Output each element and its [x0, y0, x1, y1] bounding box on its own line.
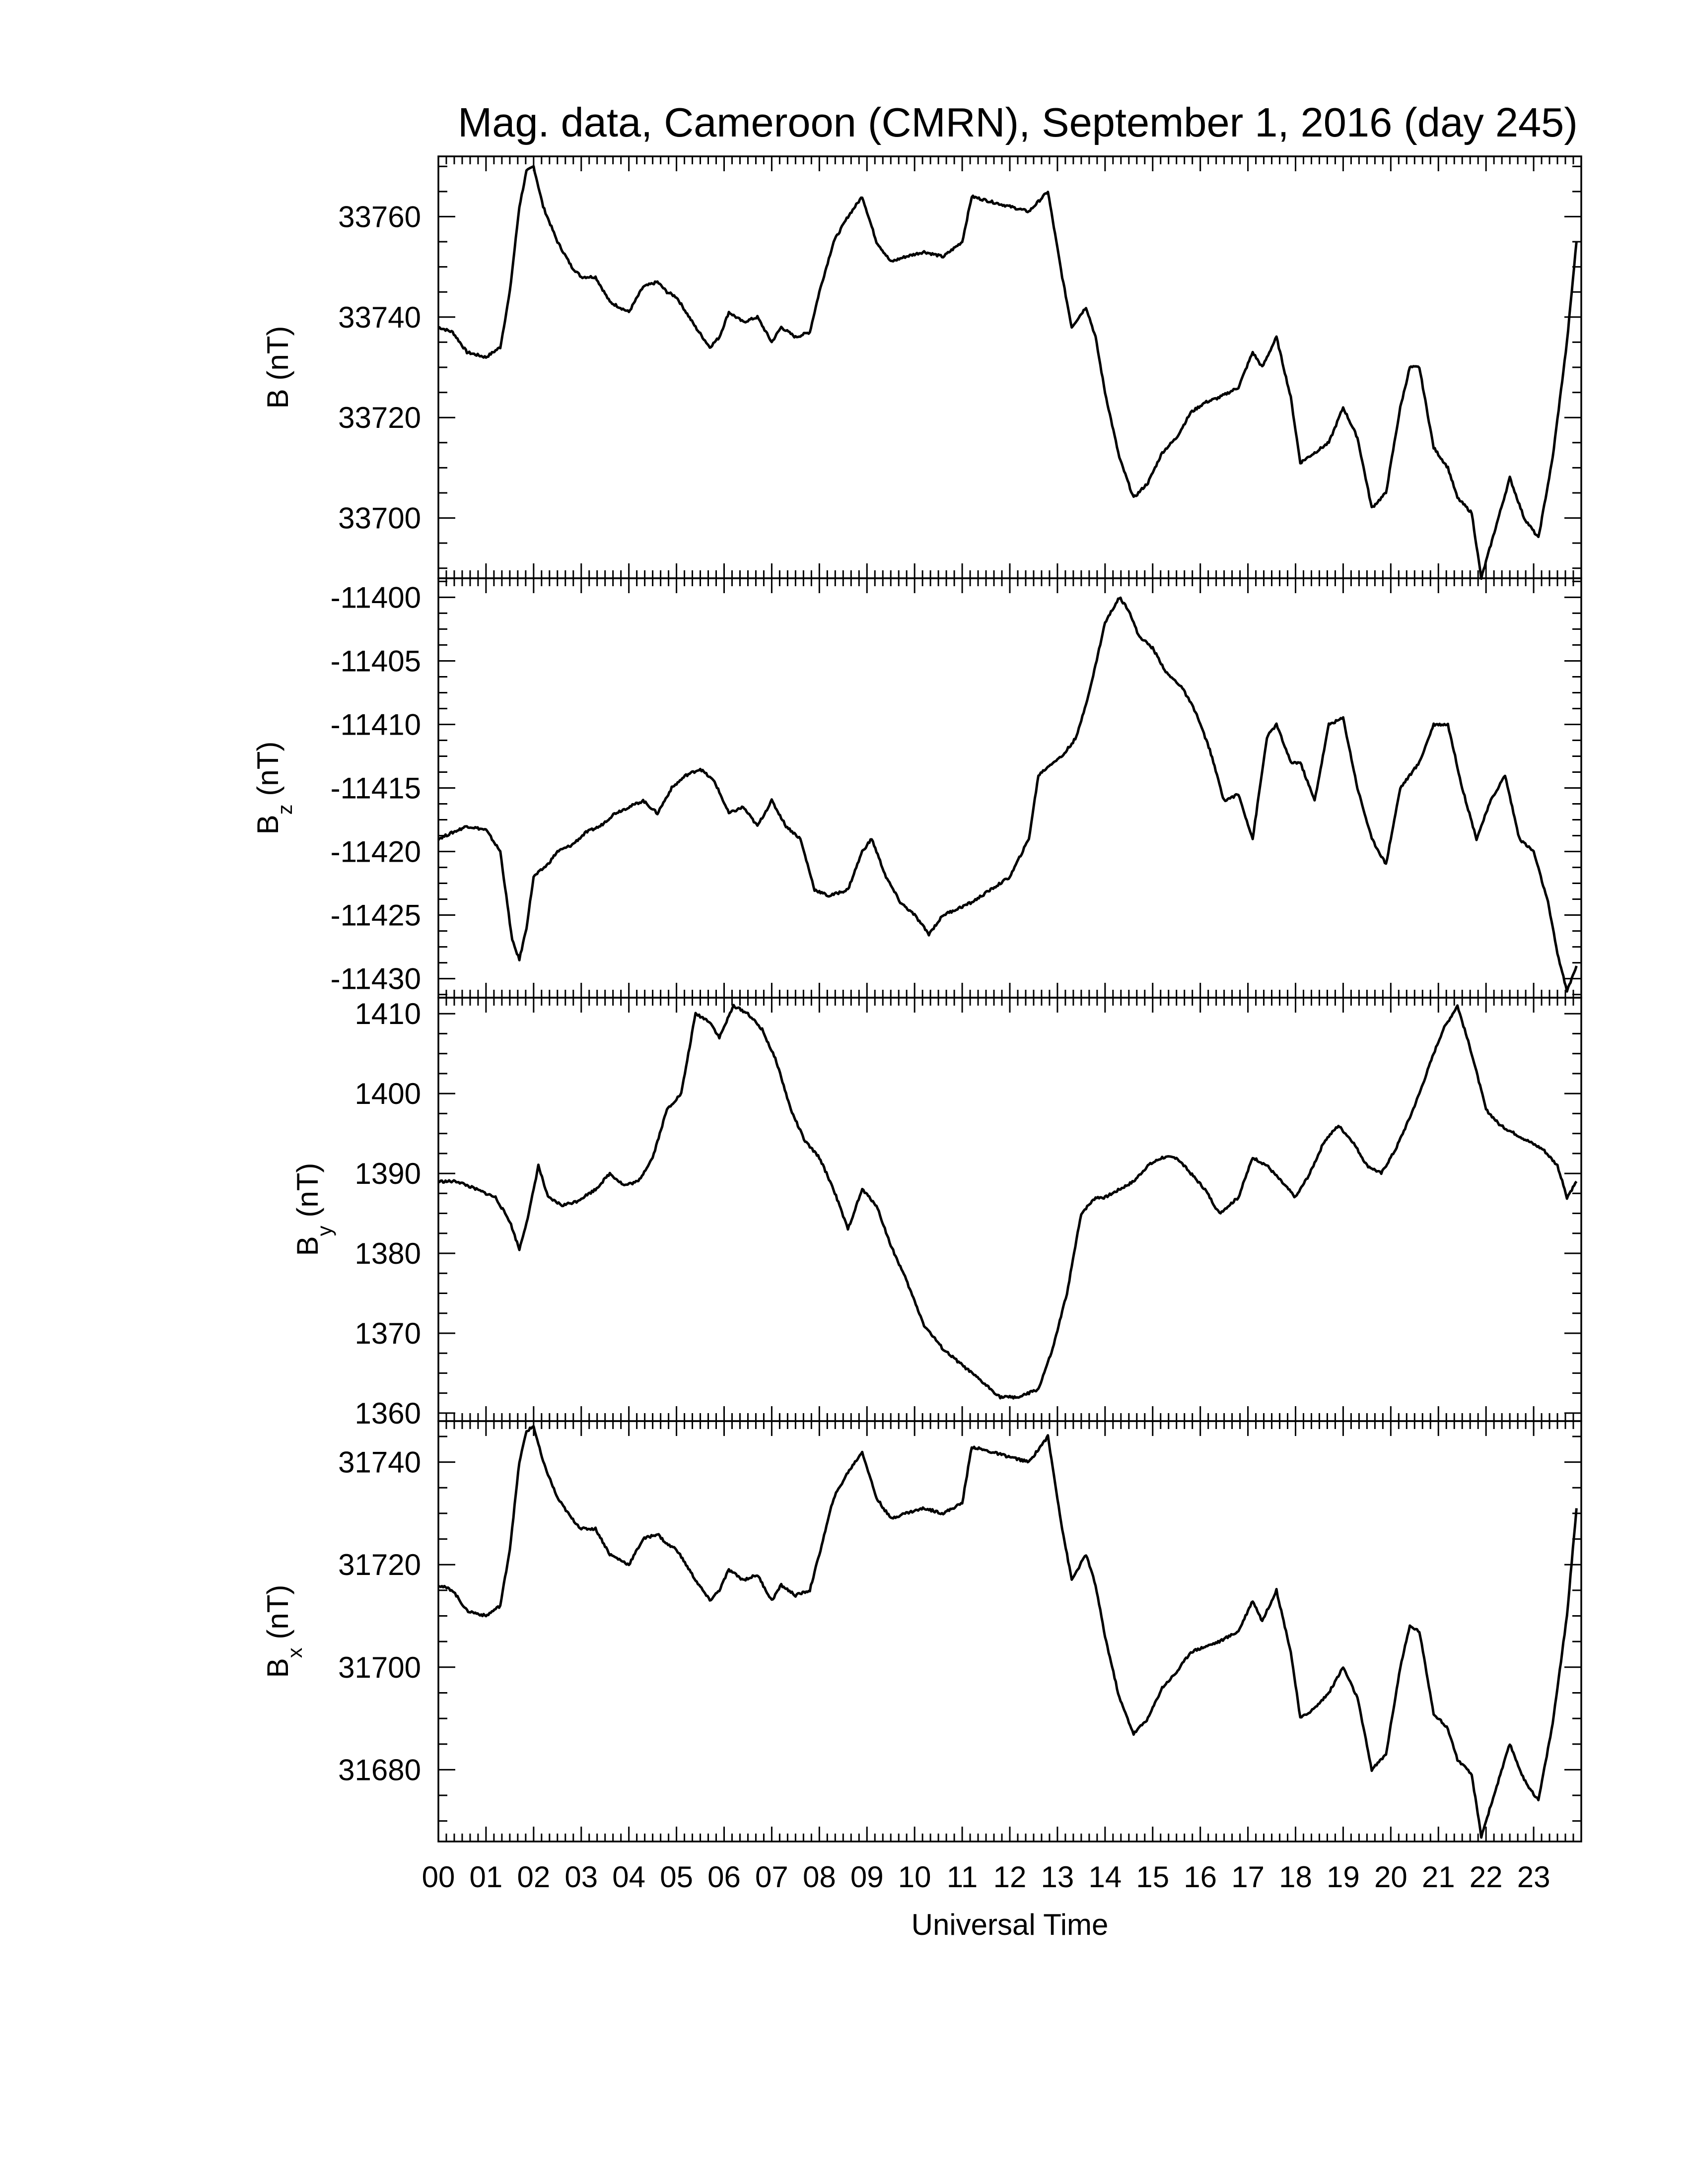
- y-tick-label: 33720: [338, 401, 421, 434]
- x-tick-label: 00: [422, 1860, 455, 1894]
- series-line: [437, 596, 1578, 993]
- panel-b-x: 31680 31700 31720 31740 Bx (nT): [261, 1420, 1582, 1843]
- figure-title: Mag. data, Cameroon (CMRN), September 1,…: [458, 99, 1578, 145]
- x-tick-label: 02: [517, 1860, 550, 1894]
- y-tick-label: 1360: [355, 1397, 421, 1430]
- plot-frame: [437, 577, 1582, 999]
- plot-frame: [437, 997, 1582, 1422]
- y-axis-label: B (nT): [261, 326, 294, 409]
- x-tick-label: 13: [1041, 1860, 1074, 1894]
- y-tick-label: 33760: [338, 200, 421, 233]
- y-tick-label: 1390: [355, 1157, 421, 1190]
- series-line: [437, 1004, 1578, 1400]
- x-tick-label: 18: [1279, 1860, 1312, 1894]
- y-tick-label: -11400: [331, 581, 421, 614]
- panel-b-z: -11400 -11405 -11410 -11415 -11420 -11425 -114…: [251, 577, 1582, 999]
- panel-b-y: 1360 1370 1380 1390 1400 1410 By (nT): [291, 997, 1582, 1430]
- x-tick-label: 14: [1088, 1860, 1122, 1894]
- y-tick-label: 1380: [355, 1237, 421, 1270]
- y-axis-label: Bz (nT): [251, 742, 296, 835]
- x-tick-label: 16: [1184, 1860, 1217, 1894]
- y-tick-label: -11420: [331, 835, 421, 869]
- y-tick-label: 31680: [338, 1753, 421, 1786]
- y-tick-label: 1400: [355, 1077, 421, 1110]
- y-tick-label: -11410: [331, 708, 421, 741]
- y-axis-label: Bx (nT): [261, 1585, 306, 1678]
- y-tick-label: 31720: [338, 1548, 421, 1581]
- x-tick-label: 22: [1470, 1860, 1503, 1894]
- x-tick-label: 06: [707, 1860, 741, 1894]
- y-tick-label: 1370: [355, 1317, 421, 1350]
- x-tick-label: 09: [850, 1860, 884, 1894]
- series-line: [438, 165, 1578, 580]
- x-tick-label: 20: [1374, 1860, 1407, 1894]
- y-tick-label: -11425: [331, 899, 421, 932]
- y-tick-label: -11430: [331, 962, 421, 996]
- x-tick-label: 23: [1517, 1860, 1550, 1894]
- x-tick-label: 08: [803, 1860, 836, 1894]
- x-axis: 00 01 02 03 04 05 06 07 08 09 10 11 12 13 14 15 16 17 18 19…: [422, 1860, 1550, 1894]
- y-tick-label: 33740: [338, 301, 421, 334]
- x-tick-label: 04: [612, 1860, 645, 1894]
- x-tick-label: 03: [564, 1860, 598, 1894]
- x-tick-label: 17: [1231, 1860, 1265, 1894]
- x-tick-label: 05: [660, 1860, 693, 1894]
- y-tick-label: -11405: [331, 644, 421, 678]
- y-tick-label: 33700: [338, 502, 421, 535]
- series-line: [438, 1425, 1578, 1839]
- y-tick-label: 1410: [355, 997, 421, 1030]
- x-tick-label: 12: [993, 1860, 1027, 1894]
- x-tick-label: 19: [1327, 1860, 1360, 1894]
- panel-b-total: 33700 33720 33740 33760 B (nT): [261, 155, 1582, 580]
- y-tick-label: 31740: [338, 1446, 421, 1479]
- y-axis-label: By (nT): [291, 1163, 336, 1256]
- x-tick-label: 21: [1422, 1860, 1455, 1894]
- x-tick-label: 15: [1136, 1860, 1169, 1894]
- x-tick-label: 07: [755, 1860, 788, 1894]
- x-tick-label: 01: [470, 1860, 503, 1894]
- y-tick-label: -11415: [331, 772, 421, 805]
- y-tick-label: 31700: [338, 1651, 421, 1684]
- x-tick-label: 10: [898, 1860, 931, 1894]
- x-axis-label: Universal Time: [912, 1908, 1109, 1941]
- x-tick-label: 11: [947, 1860, 978, 1894]
